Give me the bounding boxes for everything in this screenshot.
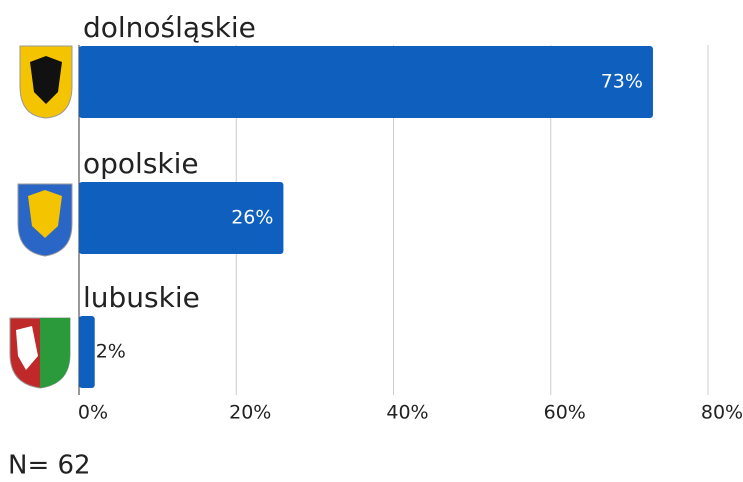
x-tick-label: 20% bbox=[229, 402, 271, 424]
value-label: 2% bbox=[96, 341, 126, 363]
eagle-3 bbox=[16, 326, 38, 370]
x-tick-label: 80% bbox=[701, 402, 743, 424]
eagle-2 bbox=[28, 190, 62, 238]
annotation: N= 62 bbox=[8, 451, 91, 481]
category-label: opolskie bbox=[83, 147, 199, 180]
value-label: 73% bbox=[601, 71, 643, 93]
category-label: lubuskie bbox=[83, 281, 200, 314]
bar bbox=[79, 182, 284, 254]
x-tick-label: 0% bbox=[78, 402, 108, 424]
bar bbox=[79, 46, 653, 118]
x-tick-label: 40% bbox=[386, 402, 428, 424]
coat-of-arms bbox=[9, 45, 73, 389]
bar bbox=[79, 316, 95, 388]
shield-3-right bbox=[40, 318, 70, 388]
x-tick-label: 60% bbox=[544, 402, 586, 424]
eagle-1 bbox=[30, 56, 62, 104]
category-label: dolnośląskie bbox=[83, 11, 256, 44]
value-label: 26% bbox=[231, 207, 273, 229]
